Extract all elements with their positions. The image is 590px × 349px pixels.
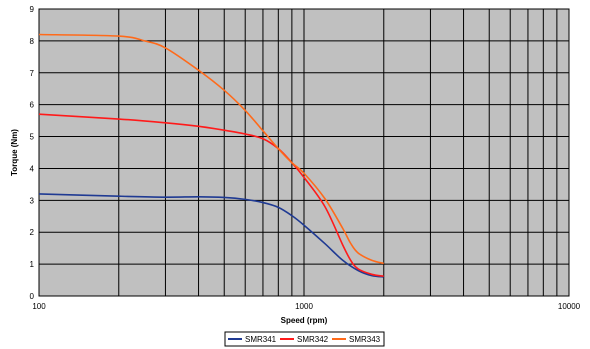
x-axis-title: Speed (rpm) [281, 316, 328, 325]
legend-label: SMR342 [297, 335, 329, 344]
y-tick-label: 1 [30, 260, 35, 269]
series-line-smr343 [38, 33, 384, 265]
x-tick-labels: 100 1000 10000 [32, 302, 580, 311]
y-tick-label: 6 [30, 101, 35, 110]
y-tick-label: 7 [30, 69, 35, 78]
y-tick-label: 2 [30, 228, 35, 237]
legend: SMR341 SMR342 SMR343 [224, 331, 385, 347]
x-tick-label: 10000 [558, 302, 581, 311]
y-tick-label: 4 [30, 164, 35, 173]
x-tick-label: 1000 [295, 302, 313, 311]
y-tick-label: 3 [30, 196, 35, 205]
y-axis-title: Torque (Nm) [10, 129, 19, 176]
legend-label: SMR343 [349, 335, 381, 344]
y-tick-label: 9 [30, 5, 35, 14]
grid-lines [39, 9, 569, 296]
plot-border [38, 8, 570, 297]
y-tick-label: 5 [30, 133, 35, 142]
x-tick-label: 100 [32, 302, 46, 311]
legend-box [224, 331, 385, 347]
y-tick-label: 0 [30, 292, 35, 301]
y-tick-labels: 0 1 2 3 4 5 6 7 8 9 [30, 5, 35, 301]
series-group [38, 33, 384, 278]
y-tick-label: 8 [30, 37, 35, 46]
series-line-smr341 [38, 193, 384, 278]
legend-label: SMR341 [245, 335, 277, 344]
